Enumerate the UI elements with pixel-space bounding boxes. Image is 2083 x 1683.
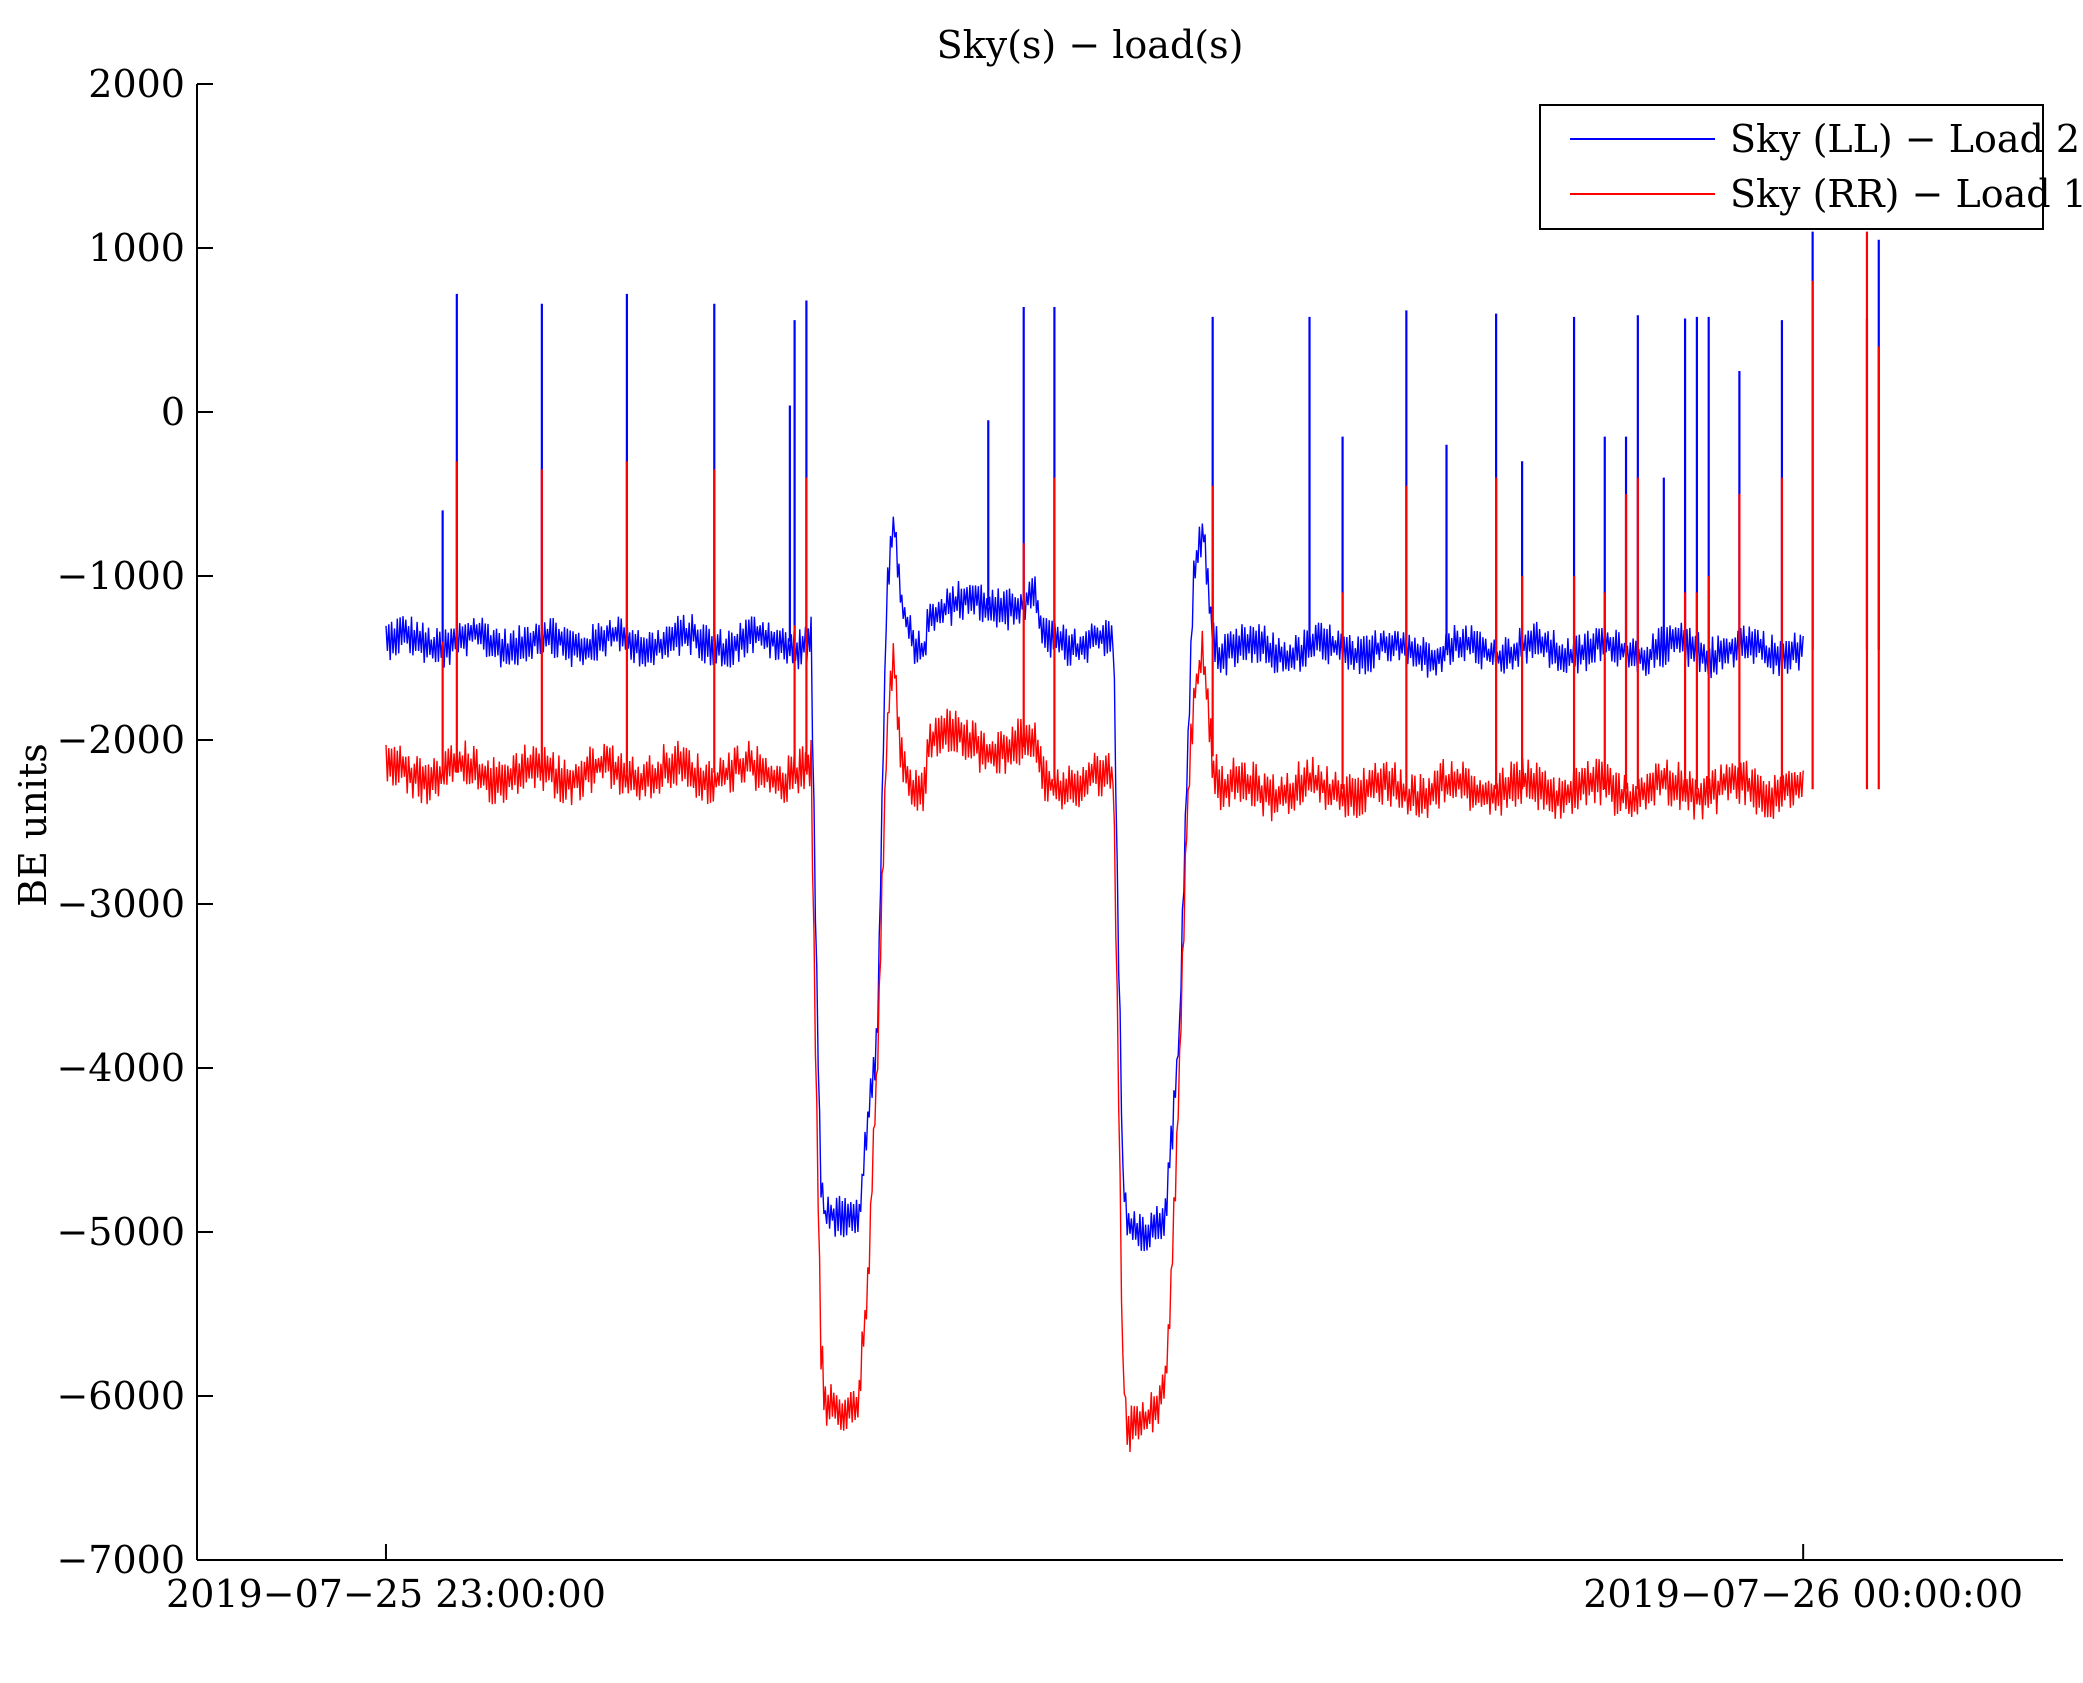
series-line-ll xyxy=(385,516,1804,1252)
chart-title: Sky(s) − load(s) xyxy=(937,23,1244,67)
legend: Sky (LL) − Load 2 Sky (RR) − Load 1 xyxy=(1539,104,2083,230)
y-tick-label: −3000 xyxy=(56,882,185,926)
legend-label-ll: Sky (LL) − Load 2 xyxy=(1730,117,2080,161)
plot-series xyxy=(385,231,1880,1453)
x-axis: 2019−07−25 23:00:00 2019−07−26 00:00:00 xyxy=(166,1544,2023,1616)
y-tick-label: 2000 xyxy=(88,62,185,106)
legend-box xyxy=(1539,104,2044,230)
x-tick-label: 2019−07−26 00:00:00 xyxy=(1583,1572,2023,1616)
y-tick-label: 1000 xyxy=(88,226,185,270)
x-tick-label: 2019−07−25 23:00:00 xyxy=(166,1572,606,1616)
legend-label-rr: Sky (RR) − Load 1 xyxy=(1730,172,2083,216)
series-line-rr xyxy=(385,630,1804,1453)
y-tick-label: −5000 xyxy=(56,1210,185,1254)
y-axis: 2000 1000 0 −1000 −2000 −3000 −4000 −5000 −6000 −… xyxy=(56,62,213,1582)
y-tick-label: −2000 xyxy=(56,718,185,762)
y-tick-label: −4000 xyxy=(56,1046,185,1090)
axes-frame xyxy=(196,84,2063,1561)
y-tick-label: 0 xyxy=(161,390,185,434)
y-tick-label: −1000 xyxy=(56,554,185,598)
y-tick-label: −6000 xyxy=(56,1374,185,1418)
y-tick-label: −7000 xyxy=(56,1538,185,1582)
y-axis-label: BE units xyxy=(11,743,55,907)
